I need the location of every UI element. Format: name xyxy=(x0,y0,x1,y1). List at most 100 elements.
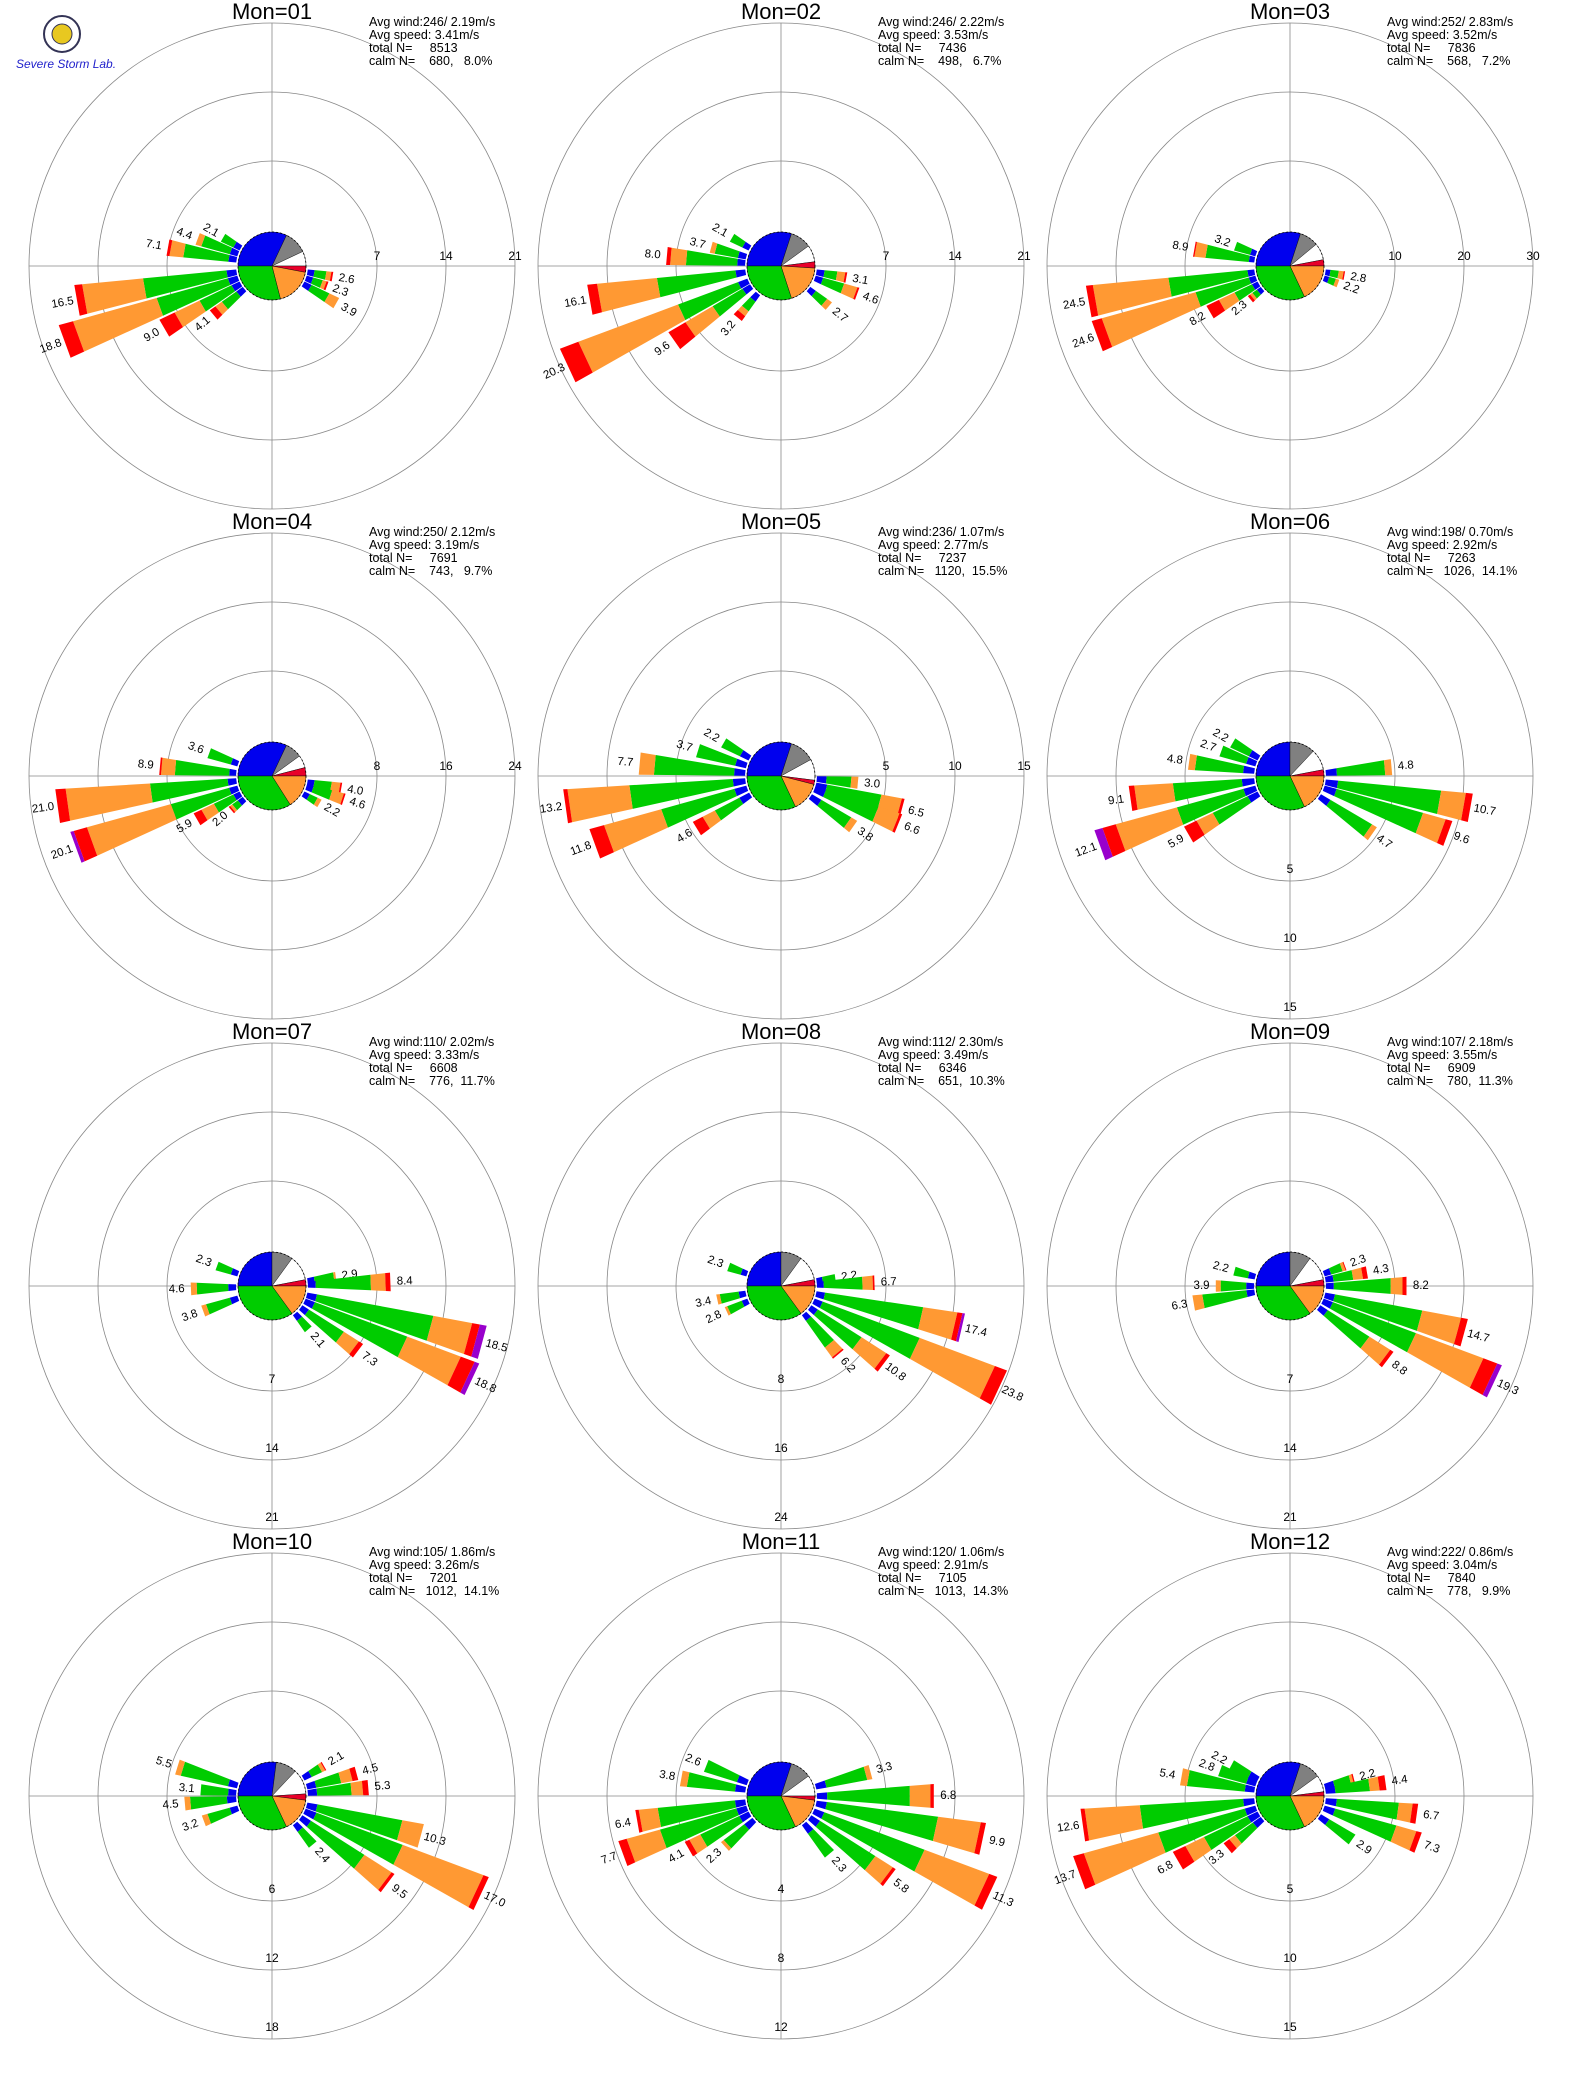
bar-segment xyxy=(729,233,746,248)
bar-segment xyxy=(324,293,340,309)
bar-segment xyxy=(305,1802,318,1812)
bar-segment xyxy=(808,794,822,806)
ring-label: 15 xyxy=(1017,759,1031,773)
bar-segment xyxy=(1139,1798,1245,1829)
bar-segment xyxy=(578,304,686,373)
bar-label: 8.4 xyxy=(397,1275,414,1288)
bar-label: 14.7 xyxy=(1466,1328,1491,1345)
bar-segment xyxy=(1368,1776,1380,1792)
bar-segment xyxy=(306,269,315,277)
bar-segment xyxy=(220,233,237,248)
bar-segment xyxy=(308,284,330,302)
ring-label: 5 xyxy=(1287,862,1294,876)
bar-label: 4.5 xyxy=(162,1798,179,1811)
bar-label: 24.5 xyxy=(1062,296,1086,312)
bar-segment xyxy=(820,277,845,294)
pie-slice xyxy=(237,1251,273,1287)
pie-slice xyxy=(746,231,792,267)
bar-segment xyxy=(1192,1294,1205,1311)
info-line: calm N= 651, 10.3% xyxy=(878,1074,1005,1088)
bar-segment xyxy=(86,804,177,856)
bar-segment xyxy=(661,788,737,828)
bar-segment xyxy=(813,786,826,797)
bar-segment xyxy=(1092,277,1172,316)
bar-segment xyxy=(892,813,903,833)
bar-label: 2.3 xyxy=(704,1846,724,1866)
bar-segment xyxy=(827,1785,910,1807)
bar-segment xyxy=(815,1291,826,1300)
info-line: calm N= 780, 11.3% xyxy=(1387,1074,1513,1088)
bar-segment xyxy=(1168,270,1249,297)
bar-label: 2.1 xyxy=(308,1330,327,1350)
bar-segment xyxy=(215,301,228,315)
bar-segment xyxy=(812,1808,825,1819)
bar-segment xyxy=(1172,779,1243,802)
info-line: total N= 7691 xyxy=(369,551,458,565)
bar-segment xyxy=(1325,1786,1336,1794)
chart-title: Mon=05 xyxy=(741,509,821,534)
bar-segment xyxy=(199,285,235,312)
bar-segment xyxy=(638,752,656,775)
bar-segment xyxy=(1327,276,1336,286)
bar-label: 2.2 xyxy=(1211,1260,1230,1276)
info-line: total N= 7201 xyxy=(369,1571,458,1585)
info-line: Avg speed: 3.26m/s xyxy=(369,1558,479,1572)
pie-outline xyxy=(237,741,307,811)
bar-segment xyxy=(1247,1271,1257,1280)
bar-segment xyxy=(1101,292,1201,347)
bar-segment xyxy=(1206,299,1226,319)
bar-segment xyxy=(741,1298,750,1307)
bar-segment xyxy=(1407,1333,1484,1388)
pie-outline xyxy=(746,741,816,811)
bar-segment xyxy=(819,1301,920,1359)
info-line: Avg speed: 2.92m/s xyxy=(1387,538,1497,552)
bar-segment xyxy=(73,298,163,352)
info-line: Avg wind:112/ 2.30m/s xyxy=(878,1035,1003,1049)
bar-segment xyxy=(232,800,242,811)
bar-segment xyxy=(170,787,232,820)
bar-segment xyxy=(292,1821,303,1832)
bar-label: 2.2 xyxy=(1342,280,1361,297)
bar-segment xyxy=(330,781,341,794)
bar-segment xyxy=(1230,738,1253,757)
bar-label: 2.7 xyxy=(830,306,850,325)
bar-label: 2.3 xyxy=(829,1855,848,1875)
bar-segment xyxy=(237,796,247,806)
bar-segment xyxy=(73,827,98,862)
bar-segment xyxy=(808,1305,818,1315)
bar-segment xyxy=(1250,248,1258,257)
bar-segment xyxy=(1247,269,1256,277)
bar-segment xyxy=(314,1772,342,1788)
bar-segment xyxy=(597,278,661,313)
bar-label: 24.6 xyxy=(1071,332,1096,351)
bar-segment xyxy=(1243,765,1255,774)
ring-label: 7 xyxy=(1287,1372,1294,1386)
bar-segment xyxy=(1186,1770,1246,1792)
bar-segment xyxy=(159,312,183,337)
logo-emblem-center xyxy=(51,23,73,45)
bar-label: 3.9 xyxy=(339,301,359,319)
pie-slice xyxy=(746,741,792,777)
bar-segment xyxy=(320,280,327,290)
bar-segment xyxy=(236,286,247,297)
bar-segment xyxy=(638,1807,661,1832)
info-line: Avg speed: 2.77m/s xyxy=(878,538,988,552)
bar-segment xyxy=(618,1838,636,1866)
bar-segment xyxy=(1329,1302,1416,1353)
info-line: Avg wind:250/ 2.12m/s xyxy=(369,525,495,539)
bar-segment xyxy=(329,271,334,282)
bar-segment xyxy=(1322,1268,1332,1277)
bar-segment xyxy=(823,1276,863,1290)
bar-segment xyxy=(1244,1805,1258,1816)
bar-segment xyxy=(315,1294,434,1341)
bar-segment xyxy=(1193,241,1197,257)
bar-segment xyxy=(305,1780,317,1790)
bar-label: 10.3 xyxy=(422,1831,447,1848)
bar-label: 9.6 xyxy=(653,339,673,358)
bar-segment xyxy=(230,804,238,813)
bar-segment xyxy=(1246,1282,1255,1290)
bar-label: 4.6 xyxy=(348,796,367,812)
bar-segment xyxy=(349,1766,359,1782)
bar-segment xyxy=(166,239,173,257)
bar-segment xyxy=(1158,1808,1248,1853)
